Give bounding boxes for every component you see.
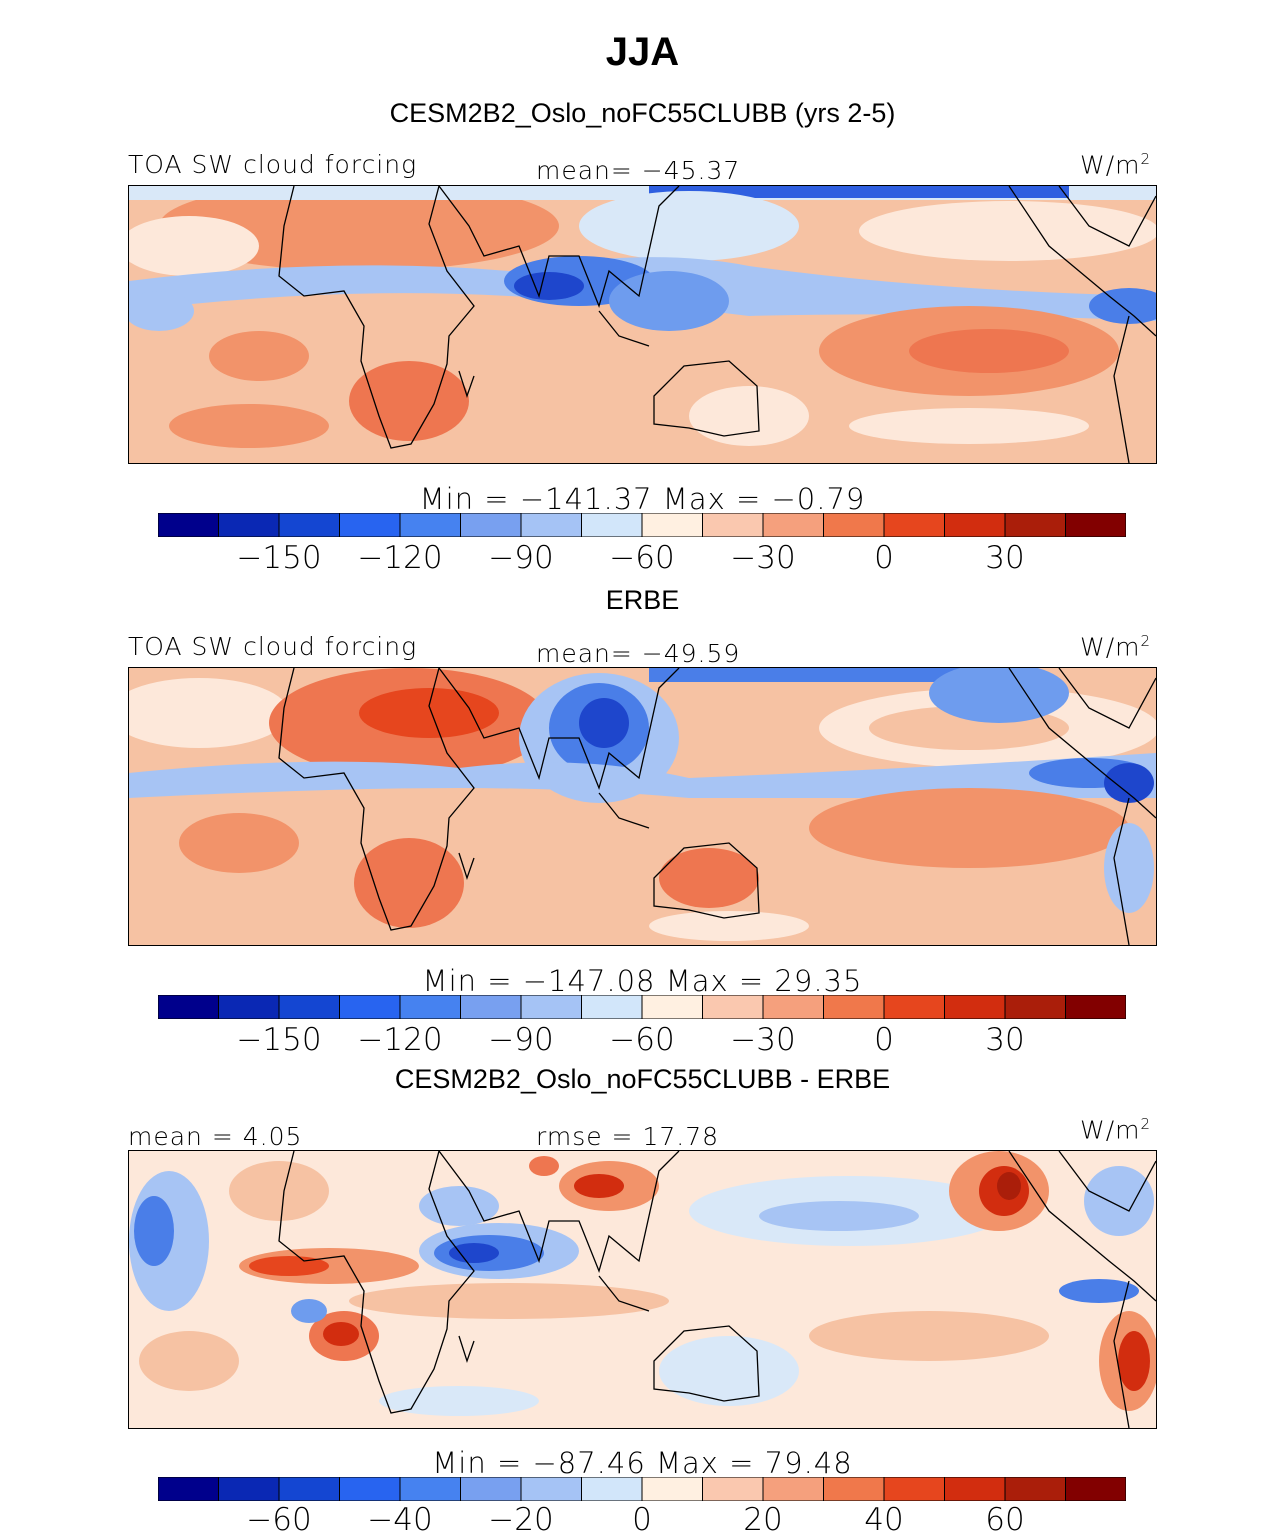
- colorbar-swatch: [339, 513, 401, 537]
- panel-1-map: [128, 185, 1157, 464]
- colorbar-swatch: [883, 1477, 945, 1501]
- colorbar-swatch: [641, 1477, 703, 1501]
- colorbar-swatch: [158, 513, 219, 537]
- panel-1-colorbar: [158, 513, 1126, 537]
- panel-2-colorbar: [158, 995, 1126, 1019]
- colorbar-swatch: [762, 513, 824, 537]
- panel-2-heading: ERBE: [605, 585, 680, 615]
- panel-3-field: [129, 1151, 1156, 1428]
- colorbar-swatch: [520, 995, 582, 1019]
- colorbar-tick-label: −30: [730, 1022, 796, 1058]
- panel-2-minmax: Min = −147.08 Max = 29.35: [422, 964, 863, 998]
- colorbar-swatch: [1065, 995, 1126, 1019]
- colorbar-swatch: [702, 513, 764, 537]
- panel-1-field: [129, 186, 1156, 463]
- panel-2-colorbar-ticks: −150 −120 −90 −60 −30 0 30: [0, 1022, 1285, 1062]
- panel-3-rmse-label: rmse = 17.78: [536, 1122, 720, 1151]
- colorbar-swatch: [218, 995, 280, 1019]
- colorbar-tick-label: −20: [488, 1502, 554, 1538]
- colorbar-swatch: [702, 1477, 764, 1501]
- colorbar-swatch: [641, 513, 703, 537]
- colorbar-tick-label: 30: [985, 1022, 1025, 1058]
- colorbar-swatch: [278, 995, 340, 1019]
- panel-3-mean-label: mean = 4.05: [128, 1122, 303, 1151]
- colorbar-swatch: [460, 513, 522, 537]
- colorbar-swatch: [1065, 513, 1126, 537]
- panel-2-field: [129, 668, 1156, 945]
- colorbar-tick-label: −120: [357, 1022, 443, 1058]
- colorbar-swatch: [702, 995, 764, 1019]
- colorbar-swatch: [944, 995, 1006, 1019]
- colorbar-swatch: [1004, 995, 1066, 1019]
- colorbar-tick-label: −30: [730, 540, 796, 576]
- colorbar-swatch: [823, 995, 885, 1019]
- colorbar-tick-label: −120: [357, 540, 443, 576]
- colorbar-tick-label: 0: [874, 1022, 894, 1058]
- colorbar-tick-label: 0: [874, 540, 894, 576]
- panel-1-minmax: Min = −141.37 Max = −0.79: [419, 482, 866, 516]
- colorbar-swatch: [581, 995, 643, 1019]
- panel-1-mean-label: mean= −45.37: [536, 156, 741, 185]
- colorbar-swatch: [218, 1477, 280, 1501]
- colorbar-swatch: [399, 1477, 461, 1501]
- colorbar-tick-label: −90: [488, 1022, 554, 1058]
- colorbar-swatch: [883, 513, 945, 537]
- panel-3-heading: CESM2B2_Oslo_noFC55CLUBB - ERBE: [394, 1064, 891, 1094]
- colorbar-swatch: [883, 995, 945, 1019]
- colorbar-tick-label: 20: [743, 1502, 783, 1538]
- colorbar-swatch: [581, 513, 643, 537]
- panel-2-variable-label: TOA SW cloud forcing: [128, 632, 418, 661]
- colorbar-swatch: [641, 995, 703, 1019]
- panel-1-colorbar-ticks: −150 −120 −90 −60 −30 0 30: [0, 540, 1285, 580]
- colorbar-swatch: [460, 995, 522, 1019]
- figure-title: JJA: [605, 30, 680, 74]
- panel-2-map: [128, 667, 1157, 946]
- panel-3-colorbar: [158, 1477, 1126, 1501]
- colorbar-tick-label: −40: [367, 1502, 433, 1538]
- colorbar-swatch: [158, 1477, 219, 1501]
- colorbar-swatch: [399, 995, 461, 1019]
- colorbar-swatch: [823, 1477, 885, 1501]
- panel-2-units: W/m2: [1080, 632, 1152, 662]
- colorbar-swatch: [339, 1477, 401, 1501]
- colorbar-tick-label: −60: [246, 1502, 312, 1538]
- colorbar-tick-label: −60: [609, 540, 675, 576]
- colorbar-tick-label: 0: [632, 1502, 652, 1538]
- panel-3-colorbar-ticks: −60 −40 −20 0 20 40 60: [0, 1502, 1285, 1539]
- panel-3-map: [128, 1150, 1157, 1429]
- panel-1-variable-label: TOA SW cloud forcing: [128, 150, 418, 179]
- panel-1-heading: CESM2B2_Oslo_noFC55CLUBB (yrs 2-5): [389, 98, 896, 128]
- colorbar-tick-label: −150: [236, 540, 322, 576]
- colorbar-swatch: [218, 513, 280, 537]
- colorbar-swatch: [762, 1477, 824, 1501]
- colorbar-swatch: [339, 995, 401, 1019]
- panel-3-units: W/m2: [1080, 1115, 1152, 1145]
- colorbar-tick-label: −60: [609, 1022, 675, 1058]
- colorbar-tick-label: 40: [864, 1502, 904, 1538]
- panel-3-minmax: Min = −87.46 Max = 79.48: [432, 1446, 853, 1480]
- colorbar-swatch: [520, 513, 582, 537]
- colorbar-swatch: [581, 1477, 643, 1501]
- colorbar-tick-label: 30: [985, 540, 1025, 576]
- panel-2-mean-label: mean= −49.59: [536, 639, 741, 668]
- colorbar-tick-label: −90: [488, 540, 554, 576]
- colorbar-swatch: [1065, 1477, 1126, 1501]
- colorbar-tick-label: 60: [985, 1502, 1025, 1538]
- colorbar-swatch: [278, 1477, 340, 1501]
- colorbar-swatch: [1004, 1477, 1066, 1501]
- colorbar-swatch: [1004, 513, 1066, 537]
- colorbar-swatch: [762, 995, 824, 1019]
- colorbar-swatch: [520, 1477, 582, 1501]
- colorbar-tick-label: −150: [236, 1022, 322, 1058]
- colorbar-swatch: [460, 1477, 522, 1501]
- colorbar-swatch: [158, 995, 219, 1019]
- colorbar-swatch: [944, 1477, 1006, 1501]
- colorbar-swatch: [399, 513, 461, 537]
- colorbar-swatch: [944, 513, 1006, 537]
- panel-1-units: W/m2: [1080, 150, 1152, 180]
- colorbar-swatch: [278, 513, 340, 537]
- colorbar-swatch: [823, 513, 885, 537]
